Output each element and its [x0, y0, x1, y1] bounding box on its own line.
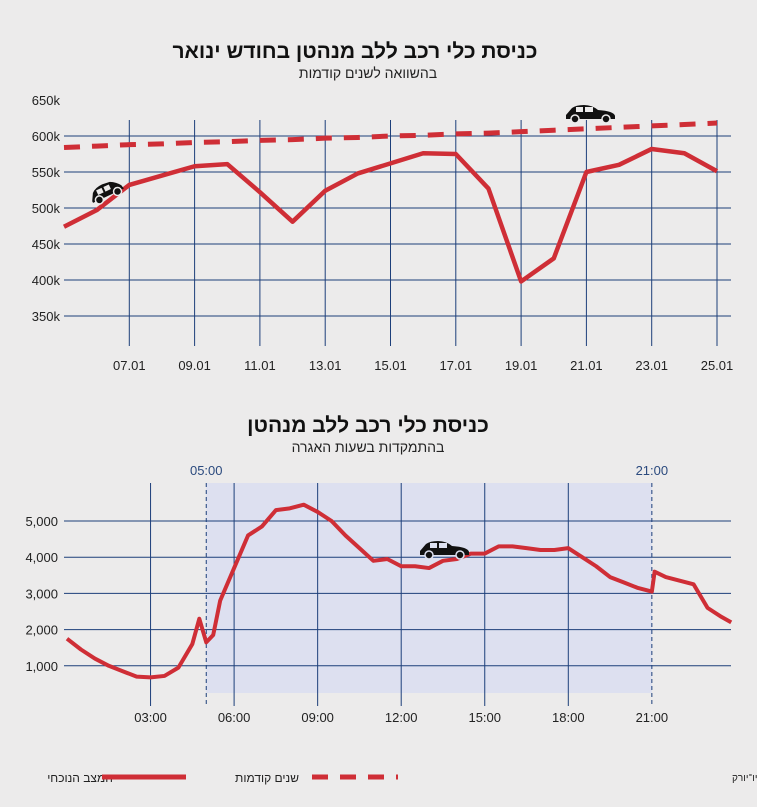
legend-previous-label: שנים קודמות — [235, 771, 299, 785]
x-tick-label: 25.01 — [701, 358, 734, 373]
car-icon — [92, 181, 124, 205]
y-tick-label: 350k — [32, 309, 61, 324]
x-tick-label: 09.01 — [178, 358, 211, 373]
chart1-title: כניסת כלי רכב ללב מנהטן בחודש ינואר — [172, 40, 537, 63]
current-line — [62, 146, 719, 284]
legend-current-label: המצב הנוכחי — [47, 771, 113, 785]
toll-hours-highlight — [206, 483, 652, 693]
x-tick-label: 15.01 — [374, 358, 407, 373]
x-tick-label: 21.01 — [570, 358, 603, 373]
x-tick-label: 09:00 — [301, 710, 334, 725]
x-tick-label: 03:00 — [134, 710, 167, 725]
y-tick-label: 400k — [32, 273, 61, 288]
y-tick-label: 450k — [32, 237, 61, 252]
y-tick-label: 550k — [32, 165, 61, 180]
x-tick-label: 23.01 — [635, 358, 668, 373]
y-tick-label: 650k — [32, 93, 61, 108]
chart2-title: כניסת כלי רכב ללב מנהטן — [247, 414, 489, 437]
monthly-chart: כניסת כלי רכב ללב מנהטן בחודש ינואר בהשו… — [32, 40, 733, 373]
x-tick-label: 12:00 — [385, 710, 418, 725]
legend: המצב הנוכחי שנים קודמות מקור: רשות התחבו… — [47, 771, 757, 785]
y-tick-label: 5,000 — [25, 514, 58, 529]
x-tick-label: 11.01 — [244, 358, 276, 373]
y-tick-label: 600k — [32, 129, 61, 144]
car-icon — [566, 105, 615, 124]
current-line — [65, 502, 733, 680]
x-tick-label: 06:00 — [218, 710, 251, 725]
source-note: מקור: רשות התחבורה המטרופולינית ניו־יורק — [732, 772, 757, 784]
chart1-subtitle: בהשוואה לשנים קודמות — [299, 65, 437, 81]
x-tick-label: 13.01 — [309, 358, 342, 373]
toll-boundary-label: 05:00 — [190, 463, 223, 478]
x-tick-label: 15:00 — [468, 710, 501, 725]
hourly-chart: כניסת כלי רכב ללב מנהטן בהתמקדות בשעות ה… — [25, 414, 733, 725]
car-icon — [420, 541, 469, 560]
y-tick-label: 1,000 — [25, 659, 58, 674]
previous-years-line — [63, 120, 718, 151]
x-tick-label: 21:00 — [636, 710, 669, 725]
x-tick-label: 07.01 — [113, 358, 146, 373]
x-tick-label: 17.01 — [440, 358, 473, 373]
x-tick-label: 18:00 — [552, 710, 585, 725]
toll-boundary-label: 21:00 — [636, 463, 669, 478]
x-tick-label: 19.01 — [505, 358, 538, 373]
y-tick-label: 500k — [32, 201, 61, 216]
y-tick-label: 2,000 — [25, 623, 58, 638]
y-tick-label: 3,000 — [25, 586, 58, 601]
chart2-subtitle: בהתמקדות בשעות האגרה — [292, 439, 445, 455]
y-tick-label: 4,000 — [25, 550, 58, 565]
